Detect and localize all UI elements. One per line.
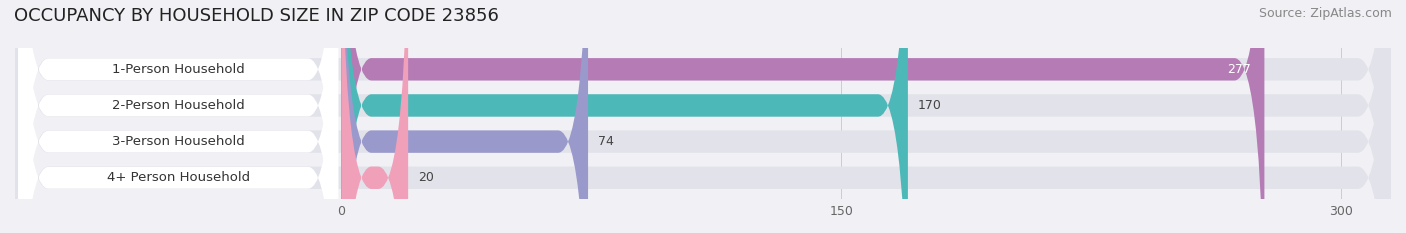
Text: 1-Person Household: 1-Person Household (112, 63, 245, 76)
FancyBboxPatch shape (15, 0, 1391, 233)
FancyBboxPatch shape (18, 0, 339, 233)
Text: 277: 277 (1227, 63, 1251, 76)
Text: 20: 20 (418, 171, 434, 184)
FancyBboxPatch shape (342, 0, 908, 233)
FancyBboxPatch shape (342, 0, 408, 233)
Text: 74: 74 (598, 135, 614, 148)
Text: 170: 170 (918, 99, 942, 112)
FancyBboxPatch shape (15, 0, 1391, 233)
FancyBboxPatch shape (15, 0, 1391, 233)
FancyBboxPatch shape (18, 0, 339, 233)
FancyBboxPatch shape (342, 0, 1264, 233)
Text: 3-Person Household: 3-Person Household (112, 135, 245, 148)
FancyBboxPatch shape (18, 0, 339, 233)
Text: OCCUPANCY BY HOUSEHOLD SIZE IN ZIP CODE 23856: OCCUPANCY BY HOUSEHOLD SIZE IN ZIP CODE … (14, 7, 499, 25)
Text: 4+ Person Household: 4+ Person Household (107, 171, 250, 184)
Text: Source: ZipAtlas.com: Source: ZipAtlas.com (1258, 7, 1392, 20)
FancyBboxPatch shape (342, 0, 588, 233)
FancyBboxPatch shape (18, 0, 339, 233)
FancyBboxPatch shape (15, 0, 1391, 233)
Text: 2-Person Household: 2-Person Household (112, 99, 245, 112)
